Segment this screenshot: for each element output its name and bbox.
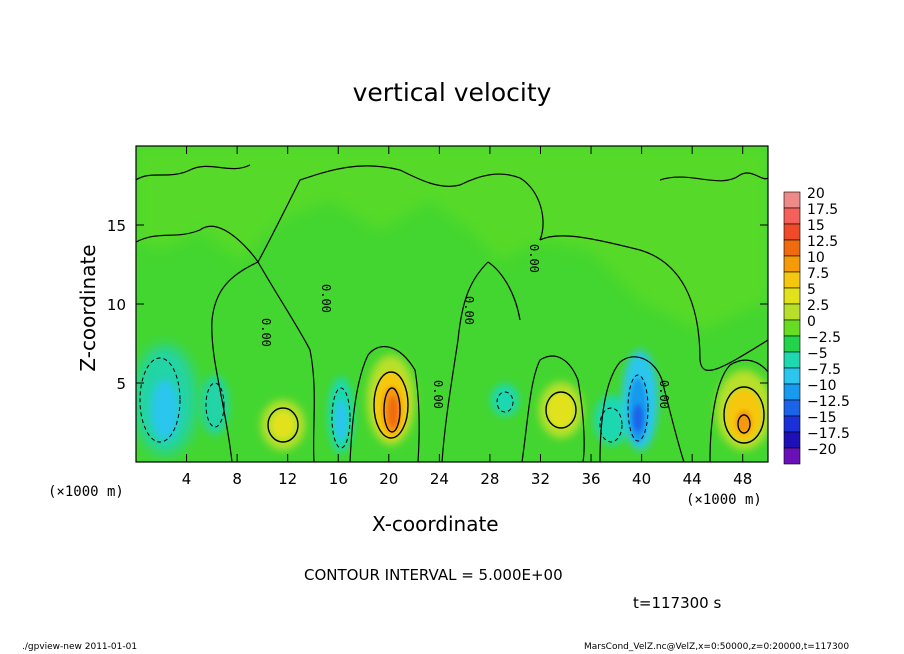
colorbar-cell	[783, 447, 801, 465]
y-tick-label: 10	[107, 296, 126, 314]
colorbar-cell	[783, 399, 801, 417]
colorbar-label: −7.5	[807, 362, 841, 378]
x-tick-label: 32	[531, 470, 550, 488]
colorbar-label: −12.5	[807, 394, 850, 410]
colorbar-label: 17.5	[807, 202, 838, 218]
colorbar-cell	[783, 239, 801, 257]
time-label: t=117300 s	[633, 594, 722, 612]
colorbar-label: 5	[807, 282, 816, 298]
footer-right: MarsCond_VelZ.nc@VelZ,x=0:50000,z=0:2000…	[584, 642, 850, 652]
x-tick-label: 40	[632, 470, 651, 488]
colorbar-cell	[783, 271, 801, 289]
y-tick-label: 15	[107, 217, 126, 235]
colorbar-label: −17.5	[807, 426, 850, 442]
colorbar-cell	[783, 431, 801, 449]
colorbar-label: 2.5	[807, 298, 829, 314]
x-tick-label: 8	[232, 470, 242, 488]
colorbar-cell	[783, 191, 801, 209]
colorbar-cell	[783, 303, 801, 321]
colorbar-label: −2.5	[807, 330, 841, 346]
x-tick-label: 36	[581, 470, 600, 488]
y-tick-label: 5	[116, 375, 126, 393]
colorbar-cell	[783, 223, 801, 241]
chart-title: vertical velocity	[352, 78, 552, 107]
contour-label: 0.00	[657, 380, 671, 409]
colorbar-cell	[783, 319, 801, 337]
colorbar-label: 20	[807, 186, 825, 202]
x-unit-label-right: (×1000 m)	[686, 492, 762, 508]
x-tick-label: 44	[683, 470, 702, 488]
colorbar-label: 10	[807, 250, 825, 266]
contour-label: 0.00	[527, 244, 541, 273]
x-axis-ticks: 4 8 12 16 20 24 28 32 36 40 44 48	[182, 146, 752, 488]
contour-label: 0.00	[431, 380, 445, 409]
x-tick-label: 48	[733, 470, 752, 488]
contour-label: 0.00	[462, 296, 476, 325]
colorbar-label: −5	[807, 346, 828, 362]
x-tick-label: 12	[278, 470, 297, 488]
y-axis-label: Z-coordinate	[76, 244, 100, 372]
colorbar-cell	[783, 367, 801, 385]
colorbar-cell	[783, 383, 801, 401]
y-axis-ticks: 5 10 15	[107, 217, 768, 393]
x-tick-label: 28	[480, 470, 499, 488]
colorbar-cell	[783, 351, 801, 369]
contour-interval: CONTOUR INTERVAL = 5.000E+00	[304, 566, 563, 584]
colorbar-cell	[783, 207, 801, 225]
contour-label: 0.00	[259, 318, 273, 347]
colorbar: 2017.51512.5107.552.50−2.5−5−7.5−10−12.5…	[783, 186, 850, 465]
heatmap-field: 0.00 0.00 0.00 0.00 0.00 0.00	[136, 146, 768, 462]
colorbar-label: −10	[807, 378, 837, 394]
colorbar-label: 15	[807, 218, 825, 234]
colorbar-cell	[783, 415, 801, 433]
x-axis-label: X-coordinate	[372, 512, 499, 536]
colorbar-cell	[783, 287, 801, 305]
colorbar-label: 0	[807, 314, 816, 330]
x-tick-label: 16	[329, 470, 348, 488]
x-tick-label: 24	[430, 470, 449, 488]
contour-label: 0.00	[319, 284, 333, 313]
colorbar-cell	[783, 255, 801, 273]
colorbar-label: 12.5	[807, 234, 838, 250]
colorbar-label: −15	[807, 410, 837, 426]
x-unit-label-left: (×1000 m)	[48, 484, 124, 500]
footer-left: ./gpview-new 2011-01-01	[22, 642, 138, 652]
colorbar-label: 7.5	[807, 266, 829, 282]
x-tick-label: 20	[379, 470, 398, 488]
colorbar-cell	[783, 335, 801, 353]
colorbar-label: −20	[807, 442, 837, 458]
x-tick-label: 4	[182, 470, 192, 488]
